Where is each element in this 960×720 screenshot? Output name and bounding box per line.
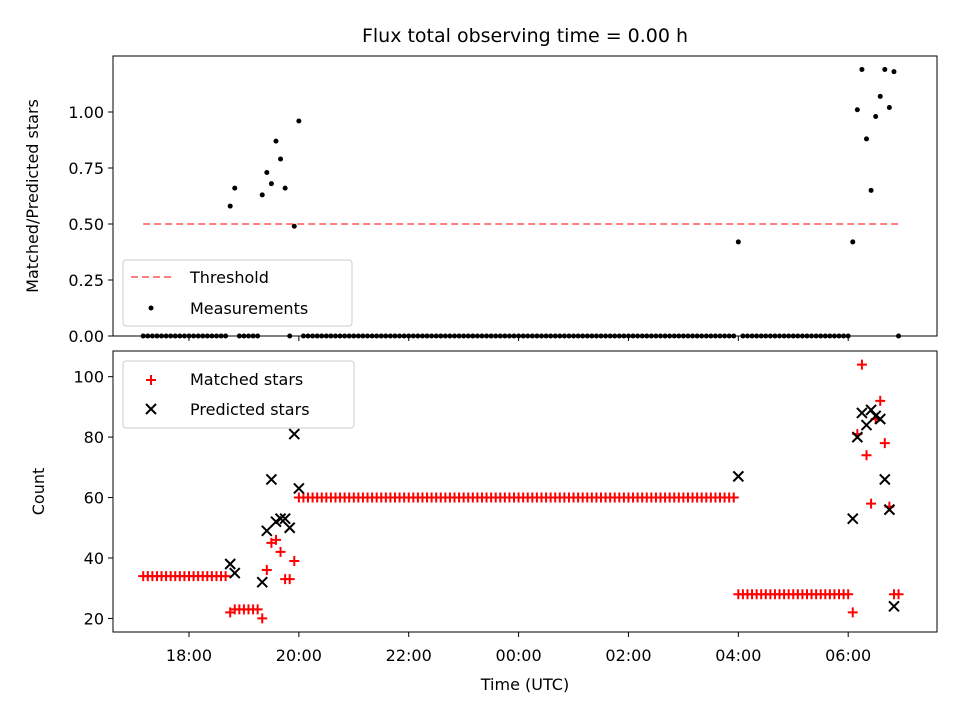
- measurements-legend-symbol: [148, 305, 154, 311]
- predicted-star-point: [874, 413, 886, 425]
- predicted-star-point: [279, 512, 291, 525]
- x-tick-label: 22:00: [386, 646, 432, 665]
- matched-star-point: [875, 395, 886, 406]
- ratio-y-axis-label: Matched/Predicted stars: [23, 99, 42, 293]
- matched-star-point: [275, 546, 286, 557]
- matched-star-point: [893, 589, 904, 600]
- matched-star-point: [261, 565, 272, 576]
- y-tick-label: 0.00: [68, 327, 104, 346]
- predicted-star-point: [256, 576, 268, 588]
- matched-star-point: [289, 555, 300, 566]
- x-tick-label: 20:00: [276, 646, 322, 665]
- count-panel: Count Time (UTC) 20 40 60 80 100 18:00 20:00 2…: [29, 350, 938, 694]
- measurement-point: [882, 66, 888, 72]
- x-tick-label: 06:00: [825, 646, 871, 665]
- predicted-star-point: [865, 404, 877, 416]
- y-tick-label: 0.25: [68, 271, 104, 290]
- x-tick-label: 02:00: [605, 646, 651, 665]
- measurement-point: [868, 187, 874, 193]
- measurement-point: [735, 239, 741, 245]
- measurement-point: [264, 169, 270, 175]
- predicted-star-point: [856, 407, 868, 419]
- matched-star-point: [270, 534, 281, 545]
- measurements-legend-label: Measurements: [190, 299, 308, 318]
- chart-title: Flux total observing time = 0.00 h: [362, 25, 688, 47]
- matched-star-point: [220, 571, 231, 582]
- ratio-y-ticks: 0.00 0.25 0.50 0.75 1.00: [68, 103, 113, 346]
- predicted-star-point: [847, 512, 859, 525]
- y-tick-label: 1.00: [68, 103, 104, 122]
- measurement-point: [296, 118, 302, 124]
- y-tick-label: 60: [84, 489, 104, 508]
- predicted-star-point: [860, 419, 873, 431]
- matched-star-point: [257, 613, 268, 624]
- measurement-point: [859, 66, 865, 72]
- ratio-legend: Threshold Measurements: [122, 259, 353, 327]
- measurement-point: [291, 223, 297, 229]
- predicted-star-point: [224, 558, 236, 570]
- y-tick-label: 100: [73, 368, 104, 387]
- measurement-point: [864, 136, 870, 142]
- measurement-point: [278, 156, 284, 162]
- predicted-star-point: [229, 567, 241, 579]
- predicted-legend-label: Predicted stars: [190, 400, 310, 419]
- matched-star-point: [728, 492, 739, 503]
- measurement-point: [850, 239, 856, 245]
- x-tick-label: 18:00: [166, 646, 212, 665]
- y-tick-label: 20: [84, 609, 104, 628]
- predicted-star-point: [732, 470, 745, 483]
- predicted-star-point: [283, 522, 296, 534]
- measurement-point: [232, 185, 238, 191]
- predicted-star-point: [274, 512, 287, 525]
- matched-star-point: [879, 438, 890, 449]
- predicted-star-point: [293, 482, 305, 495]
- measurement-point: [854, 107, 860, 113]
- predicted-star-point: [265, 473, 278, 486]
- x-tick-label: 04:00: [715, 646, 761, 665]
- predicted-star-point: [879, 473, 891, 486]
- matched-star-point: [843, 589, 854, 600]
- predicted-star-point: [851, 431, 864, 443]
- ratio-legend-box: [122, 259, 353, 327]
- measurement-point: [273, 138, 279, 144]
- x-tick-label: 00:00: [496, 646, 542, 665]
- measurement-point: [886, 105, 892, 111]
- threshold-legend-label: Threshold: [189, 268, 269, 287]
- matched-star-point: [284, 574, 295, 585]
- measurement-point: [873, 113, 879, 119]
- matched-star-point: [856, 359, 867, 370]
- measurement-point: [268, 181, 274, 187]
- count-plot-area: [138, 359, 904, 624]
- matched-star-point: [252, 604, 263, 615]
- matched-star-point: [847, 607, 858, 618]
- measurement-point: [877, 93, 883, 99]
- ratio-panel: Matched/Predicted stars 0.00 0.25 0.50 0.75…: [23, 55, 938, 346]
- measurement-point: [227, 203, 233, 209]
- predicted-star-point: [288, 428, 300, 440]
- matched-star-point: [866, 498, 877, 509]
- count-legend: Matched stars Predicted stars: [122, 360, 355, 429]
- y-tick-label: 0.75: [68, 159, 104, 178]
- measurement-point: [282, 185, 288, 191]
- predicted-star-point: [888, 600, 900, 613]
- predicted-legend-symbol: [145, 403, 157, 415]
- matched-legend-symbol: [146, 375, 156, 385]
- y-tick-label: 80: [84, 428, 104, 447]
- measurement-point: [259, 192, 265, 198]
- matched-star-point: [861, 450, 872, 461]
- predicted-star-point: [261, 525, 273, 537]
- ratio-axes-frame: [112, 55, 938, 337]
- count-axes-frame: [112, 350, 938, 633]
- count-x-ticks: 18:00 20:00 22:00 00:00 02:00 04:00 06:00: [166, 632, 871, 665]
- matched-legend-label: Matched stars: [190, 370, 303, 389]
- count-legend-box: [122, 360, 355, 429]
- count-y-axis-label: Count: [29, 468, 48, 516]
- y-tick-label: 0.50: [68, 215, 104, 234]
- predicted-star-point: [883, 503, 896, 516]
- y-tick-label: 40: [84, 549, 104, 568]
- count-y-ticks: 20 40 60 80 100: [73, 368, 113, 628]
- measurement-point: [891, 69, 897, 75]
- x-axis-label: Time (UTC): [480, 675, 569, 694]
